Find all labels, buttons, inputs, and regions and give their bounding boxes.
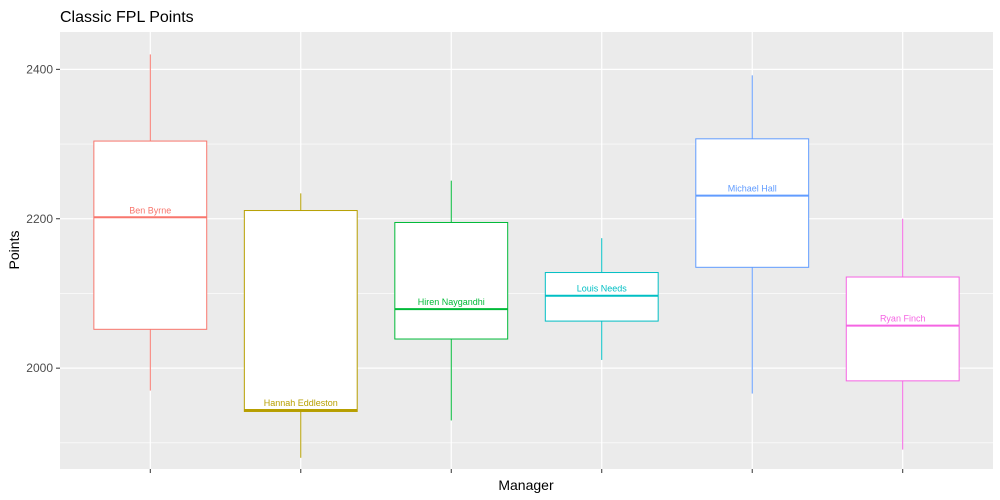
box-label: Michael Hall bbox=[728, 184, 777, 194]
y-axis-title: Points bbox=[6, 231, 22, 270]
y-tick-label: 2400 bbox=[26, 62, 53, 76]
x-axis bbox=[149, 469, 904, 473]
box bbox=[93, 140, 208, 330]
box bbox=[544, 272, 659, 322]
boxplot-ryan-finch: Ryan Finch bbox=[845, 218, 960, 450]
box bbox=[845, 276, 960, 382]
box bbox=[394, 221, 509, 340]
box-label: Ben Byrne bbox=[129, 205, 171, 215]
y-tick-label: 2200 bbox=[26, 212, 53, 226]
boxplot-hiren-naygandhi: Hiren Naygandhi bbox=[394, 180, 509, 421]
boxplots: Ben Byrne Hannah Eddleston Hiren Naygandhi… bbox=[93, 54, 960, 458]
boxplot-ben-byrne: Ben Byrne bbox=[93, 54, 208, 391]
minor-gridlines bbox=[60, 143, 993, 444]
box-label: Louis Needs bbox=[577, 284, 628, 294]
x-axis-title: Manager bbox=[498, 477, 554, 493]
box-label: Ryan Finch bbox=[880, 314, 926, 324]
plot-panel bbox=[60, 32, 993, 469]
y-axis: 2000 2200 2400 bbox=[26, 62, 60, 375]
chart-title: Classic FPL Points bbox=[60, 9, 194, 26]
box bbox=[695, 138, 810, 268]
boxplot-michael-hall: Michael Hall bbox=[695, 75, 810, 394]
y-tick-label: 2000 bbox=[26, 361, 53, 375]
boxplot-louis-needs: Louis Needs bbox=[544, 238, 659, 360]
box bbox=[243, 210, 358, 412]
box-label: Hannah Eddleston bbox=[264, 398, 338, 408]
boxplot-hannah-eddleston: Hannah Eddleston bbox=[243, 193, 358, 458]
box-label: Hiren Naygandhi bbox=[418, 297, 485, 307]
